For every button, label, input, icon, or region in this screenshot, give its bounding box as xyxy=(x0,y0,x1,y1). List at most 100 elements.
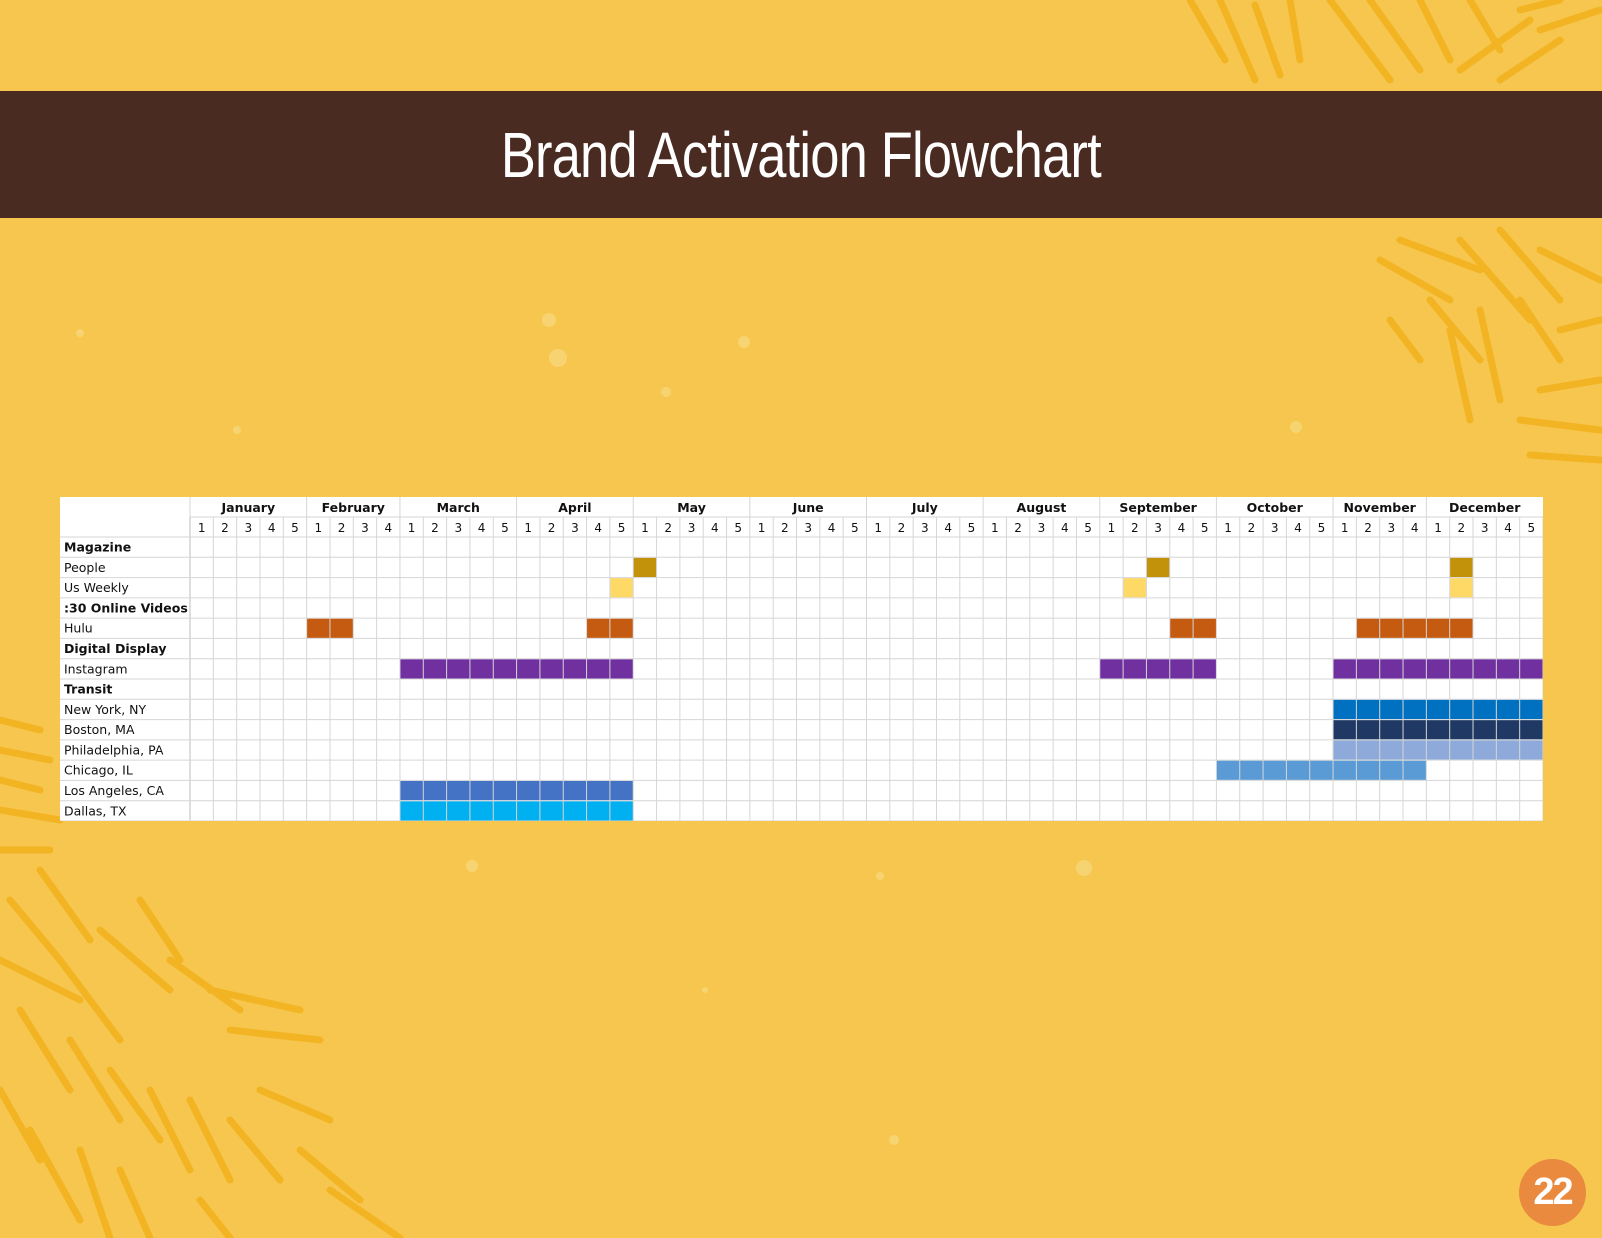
row-label: Los Angeles, CA xyxy=(64,783,164,798)
week-label: 2 xyxy=(548,521,556,535)
week-label: 5 xyxy=(734,521,742,535)
week-label: 1 xyxy=(314,521,322,535)
week-label: 4 xyxy=(384,521,392,535)
schedule-bar xyxy=(1333,659,1543,679)
week-label: 1 xyxy=(524,521,532,535)
row-label: Magazine xyxy=(64,540,131,555)
week-label: 3 xyxy=(1271,521,1279,535)
schedule-bar xyxy=(1333,740,1543,760)
page-title: Brand Activation Flowchart xyxy=(501,118,1102,191)
week-label: 2 xyxy=(338,521,346,535)
week-label: 1 xyxy=(1434,521,1442,535)
row-label: Philadelphia, PA xyxy=(64,742,164,757)
schedule-bar xyxy=(1216,760,1427,780)
title-banner: Brand Activation Flowchart xyxy=(0,91,1602,218)
week-label: 4 xyxy=(944,521,952,535)
month-label: August xyxy=(1017,500,1067,515)
week-label: 4 xyxy=(594,521,602,535)
month-label: February xyxy=(322,500,385,515)
week-label: 5 xyxy=(851,521,859,535)
week-label: 1 xyxy=(874,521,882,535)
page-number: 22 xyxy=(1533,1171,1573,1213)
schedule-bar xyxy=(633,557,657,578)
week-label: 4 xyxy=(268,521,276,535)
row-label: Chicago, IL xyxy=(64,763,133,778)
week-label: 2 xyxy=(664,521,672,535)
week-label: 3 xyxy=(688,521,696,535)
week-label: 3 xyxy=(1154,521,1162,535)
month-label: June xyxy=(792,500,824,515)
week-label: 4 xyxy=(1504,521,1512,535)
month-label: January xyxy=(220,500,275,515)
week-label: 3 xyxy=(921,521,929,535)
row-label: Hulu xyxy=(64,621,93,636)
week-label: 3 xyxy=(571,521,579,535)
week-label: 2 xyxy=(431,521,439,535)
week-label: 4 xyxy=(478,521,486,535)
schedule-bar xyxy=(1333,699,1543,720)
month-label: May xyxy=(677,500,706,515)
page-number-badge: 22 xyxy=(1519,1159,1586,1226)
week-label: 4 xyxy=(828,521,836,535)
row-label: People xyxy=(64,560,106,575)
week-label: 2 xyxy=(1014,521,1022,535)
week-label: 5 xyxy=(1201,521,1209,535)
week-label: 4 xyxy=(1411,521,1419,535)
week-label: 1 xyxy=(1108,521,1116,535)
week-label: 2 xyxy=(221,521,229,535)
week-label: 1 xyxy=(1224,521,1232,535)
week-label: 5 xyxy=(501,521,509,535)
week-label: 3 xyxy=(244,521,252,535)
week-label: 3 xyxy=(361,521,369,535)
week-label: 5 xyxy=(1318,521,1326,535)
week-label: 5 xyxy=(968,521,976,535)
row-label: Us Weekly xyxy=(64,580,129,595)
week-label: 1 xyxy=(991,521,999,535)
week-label: 3 xyxy=(804,521,812,535)
week-label: 4 xyxy=(1178,521,1186,535)
week-label: 1 xyxy=(198,521,206,535)
row-label: Instagram xyxy=(64,661,128,676)
week-label: 5 xyxy=(1528,521,1536,535)
week-label: 5 xyxy=(1084,521,1092,535)
schedule-bar xyxy=(609,578,634,598)
week-label: 2 xyxy=(1364,521,1372,535)
schedule-bar xyxy=(1333,720,1543,740)
schedule-bar xyxy=(1356,618,1474,638)
week-label: 3 xyxy=(1481,521,1489,535)
schedule-bar xyxy=(1123,578,1147,598)
row-label: New York, NY xyxy=(64,702,147,717)
week-label: 3 xyxy=(454,521,462,535)
week-label: 2 xyxy=(1248,521,1256,535)
week-label: 3 xyxy=(1038,521,1046,535)
week-label: 1 xyxy=(408,521,416,535)
row-label: Transit xyxy=(64,682,112,697)
month-label: September xyxy=(1119,500,1197,515)
row-label: Boston, MA xyxy=(64,722,135,737)
month-label: December xyxy=(1449,500,1521,515)
week-label: 4 xyxy=(711,521,719,535)
week-label: 5 xyxy=(291,521,299,535)
month-label: March xyxy=(437,500,480,515)
month-label: April xyxy=(558,500,591,515)
week-label: 3 xyxy=(1388,521,1396,535)
week-label: 2 xyxy=(898,521,906,535)
month-label: October xyxy=(1247,500,1304,515)
week-label: 2 xyxy=(1458,521,1466,535)
week-label: 2 xyxy=(781,521,789,535)
row-label: Dallas, TX xyxy=(64,803,127,818)
month-label: July xyxy=(911,500,938,515)
week-label: 5 xyxy=(618,521,626,535)
month-label: November xyxy=(1344,500,1417,515)
week-label: 4 xyxy=(1061,521,1069,535)
schedule-bar xyxy=(1449,557,1474,578)
row-label: Digital Display xyxy=(64,641,166,656)
week-label: 4 xyxy=(1294,521,1302,535)
schedule-bar xyxy=(1146,557,1170,578)
week-label: 1 xyxy=(758,521,766,535)
schedule-bar xyxy=(1099,659,1217,679)
week-label: 2 xyxy=(1131,521,1139,535)
flowchart-table: January 1 2 3 4 5 February 1 2 3 4 March 1 2 3 4 5 April 1… xyxy=(60,497,1543,821)
